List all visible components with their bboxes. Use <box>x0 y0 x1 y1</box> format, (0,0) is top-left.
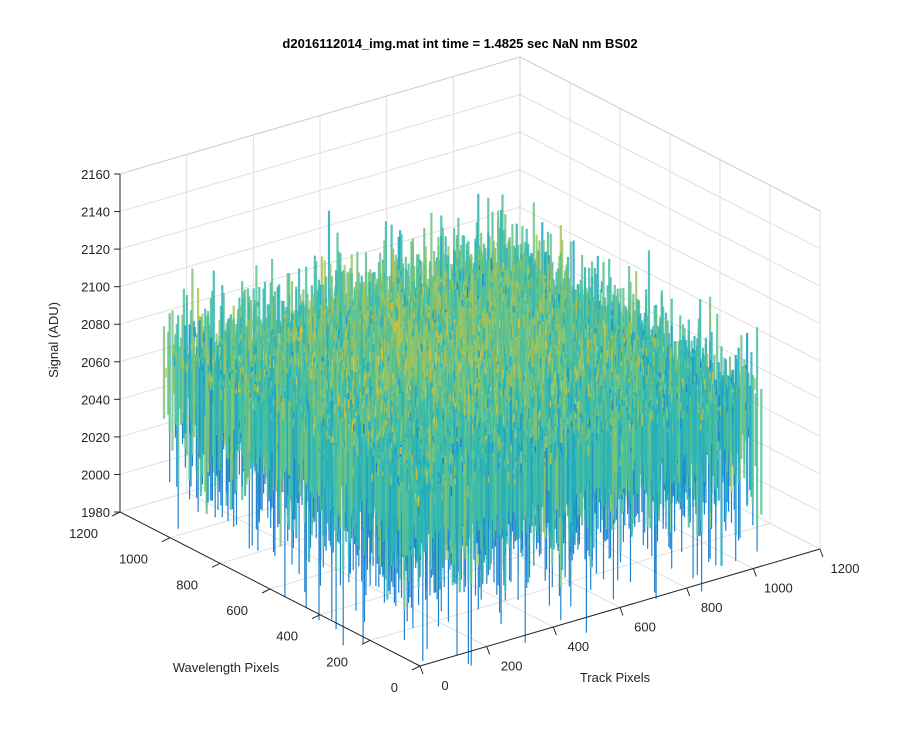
grid-line <box>519 94 821 250</box>
box-edge <box>519 56 821 212</box>
surface-mesh <box>162 193 763 666</box>
box-edge <box>119 56 521 175</box>
grid-line <box>519 206 821 362</box>
grid-line <box>519 131 821 287</box>
grid-line <box>519 169 821 325</box>
grid-line <box>119 131 521 250</box>
grid-line <box>119 169 521 288</box>
grid-line <box>369 522 771 641</box>
grid-line <box>119 94 521 213</box>
